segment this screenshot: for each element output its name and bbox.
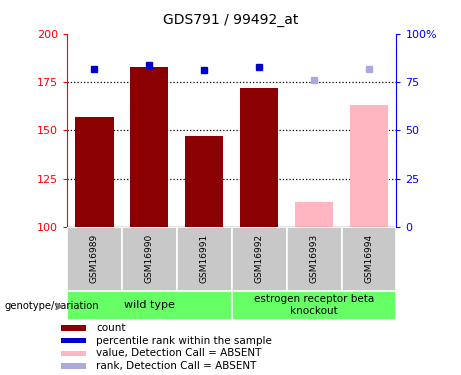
Bar (61, 325, 86, 331)
Bar (295, 202, 333, 227)
Text: GSM16990: GSM16990 (145, 234, 154, 284)
Text: GSM16994: GSM16994 (365, 234, 373, 284)
Bar (342, 227, 396, 291)
Bar (61, 351, 86, 356)
Bar (61, 338, 86, 344)
Bar (177, 227, 231, 291)
Bar (350, 105, 388, 227)
Bar (67, 227, 122, 291)
Bar (231, 227, 287, 291)
Text: GSM16989: GSM16989 (90, 234, 99, 284)
Text: value, Detection Call = ABSENT: value, Detection Call = ABSENT (96, 348, 262, 358)
Text: GSM16993: GSM16993 (309, 234, 319, 284)
Text: GSM16991: GSM16991 (200, 234, 209, 284)
Bar (61, 363, 86, 369)
Text: genotype/variation: genotype/variation (5, 302, 99, 311)
Bar (231, 291, 396, 320)
Bar (130, 67, 168, 227)
Text: percentile rank within the sample: percentile rank within the sample (96, 336, 272, 346)
Bar (185, 136, 224, 227)
Text: rank, Detection Call = ABSENT: rank, Detection Call = ABSENT (96, 361, 257, 371)
Bar (75, 117, 113, 227)
Text: wild type: wild type (124, 300, 175, 310)
Text: GSM16992: GSM16992 (254, 234, 264, 284)
Bar (240, 88, 278, 227)
Text: GDS791 / 99492_at: GDS791 / 99492_at (163, 13, 298, 27)
Bar (287, 227, 342, 291)
Text: count: count (96, 323, 126, 333)
Text: estrogen receptor beta
knockout: estrogen receptor beta knockout (254, 294, 374, 316)
Bar (67, 291, 231, 320)
Bar (122, 227, 177, 291)
